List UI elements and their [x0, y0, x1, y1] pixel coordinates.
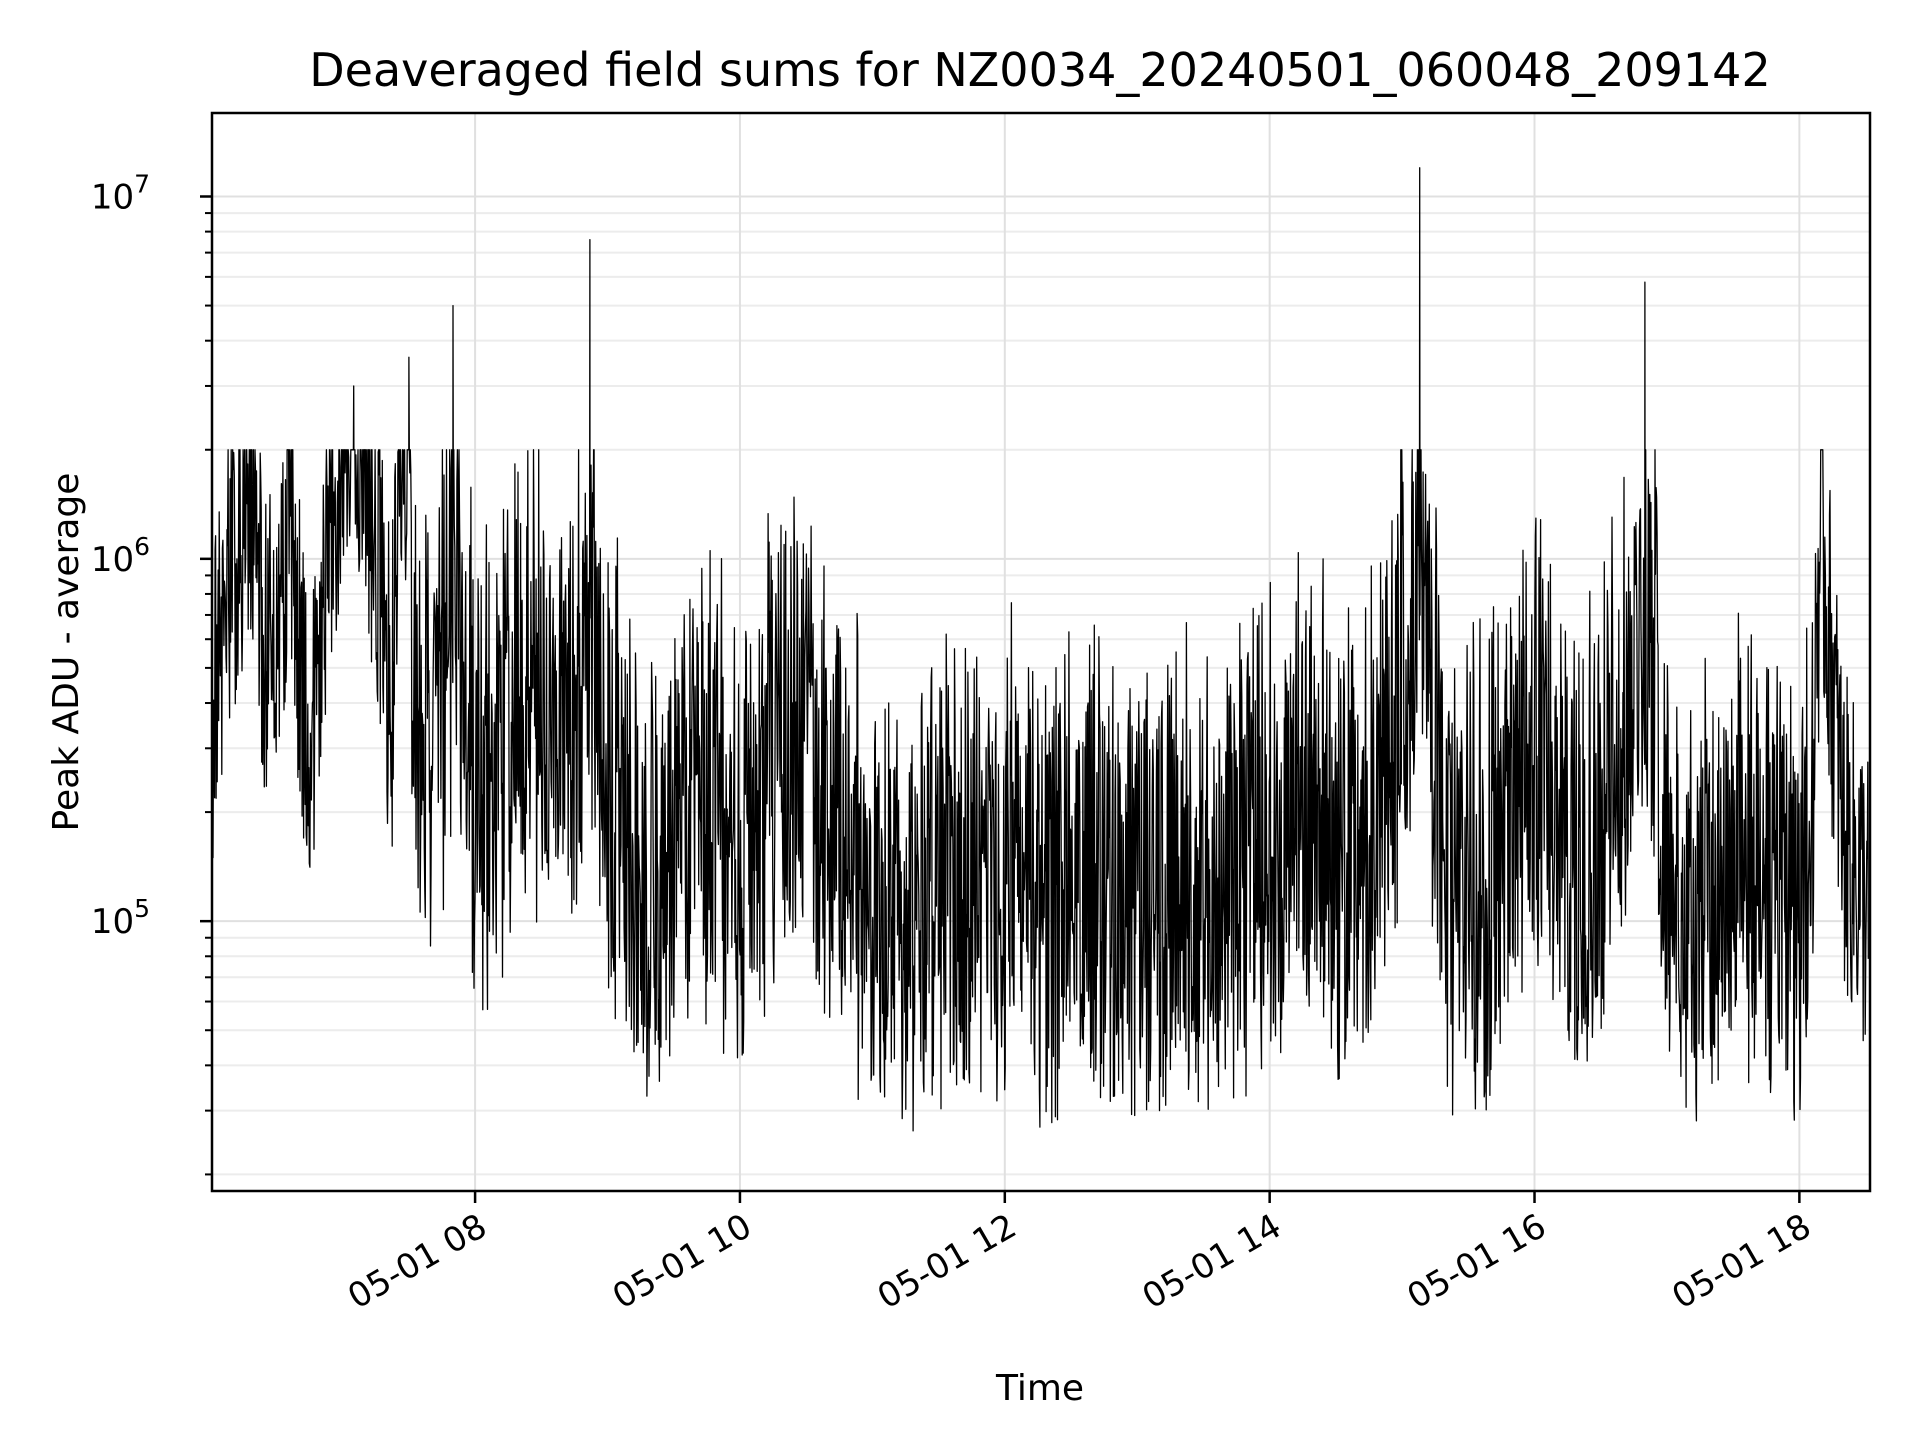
- data-series: [212, 167, 1869, 1132]
- y-tick-label: 105: [91, 894, 150, 942]
- x-axis-label: Time: [995, 1368, 1084, 1409]
- y-tick-label: 106: [91, 532, 150, 580]
- chart-title: Deaveraged field sums for NZ0034_2024050…: [309, 43, 1770, 97]
- y-tick-label: 107: [91, 169, 150, 217]
- series-line: [212, 167, 1869, 1132]
- y-axis-label: Peak ADU - average: [46, 473, 87, 832]
- plot-frame: [210, 111, 1872, 1193]
- y-axis: 105 106 107: [91, 169, 212, 1176]
